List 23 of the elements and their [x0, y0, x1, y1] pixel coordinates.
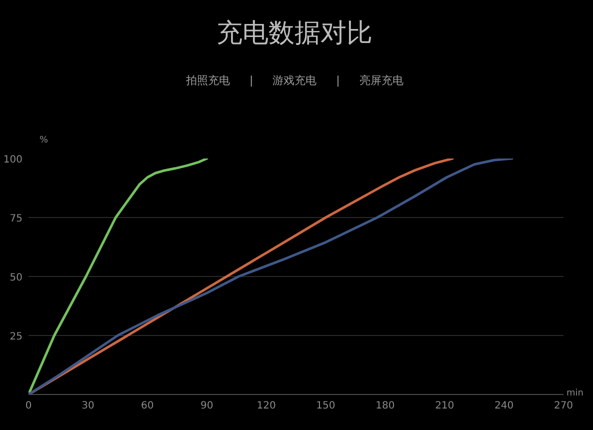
- x-tick-label: 30: [82, 400, 94, 412]
- text: 游戏充电: [272, 74, 317, 87]
- x-tick-label: 120: [256, 400, 276, 412]
- y-tick-label: 100: [3, 154, 23, 166]
- y-tick-label: 25: [10, 332, 23, 342]
- x-tick-label: 270: [554, 400, 574, 412]
- x-tick-label: 60: [141, 400, 154, 412]
- chart-title: 充电数据对比: [216, 18, 373, 48]
- line-series: [28, 158, 208, 394]
- y-tick-label: 50: [10, 272, 23, 284]
- x-tick-label: 150: [316, 400, 336, 412]
- x-tick-label: 210: [435, 400, 454, 412]
- x-axis-title: min: [566, 388, 584, 398]
- y-axis-title: %: [40, 136, 49, 146]
- x-tick-label: 180: [376, 400, 395, 412]
- y-tick-label: 75: [10, 214, 23, 224]
- text: |: [249, 74, 254, 87]
- text: 亮屏充电: [359, 74, 404, 87]
- x-tick-label: 0: [25, 400, 32, 412]
- text: 拍照充电: [185, 74, 230, 87]
- x-tick-label: 240: [494, 400, 514, 412]
- x-tick-label: 90: [200, 400, 214, 412]
- text: |: [336, 74, 340, 87]
